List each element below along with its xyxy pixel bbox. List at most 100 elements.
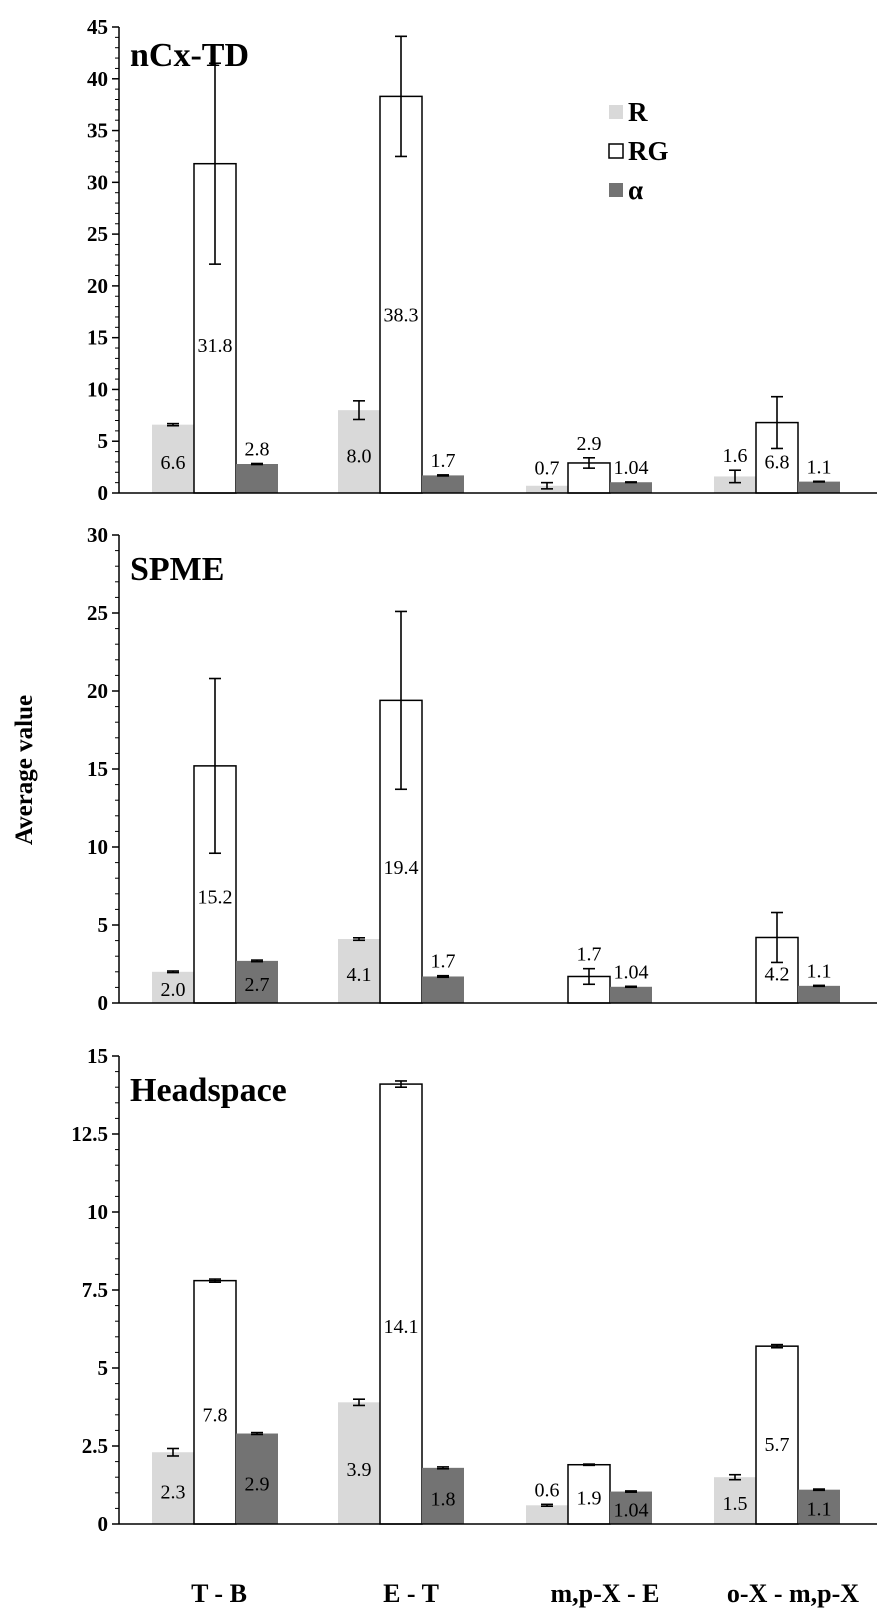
bar-alpha-m-p-x-e bbox=[610, 482, 652, 493]
bar-alpha-e-t bbox=[422, 475, 464, 493]
data-label: 1.8 bbox=[431, 1489, 456, 1511]
legend-label-alpha: α bbox=[628, 175, 643, 205]
data-label: 6.8 bbox=[765, 451, 790, 473]
data-label: 1.04 bbox=[614, 457, 649, 479]
y-tick-label: 0 bbox=[98, 1512, 109, 1536]
error-bar bbox=[167, 422, 179, 427]
data-label: 19.4 bbox=[384, 857, 419, 879]
y-tick-label: 30 bbox=[87, 170, 108, 194]
data-label: 1.1 bbox=[807, 456, 832, 478]
error-bar bbox=[729, 469, 741, 484]
y-tick-label: 10 bbox=[87, 835, 108, 859]
error-bar bbox=[813, 1488, 825, 1492]
error-bar bbox=[437, 1466, 449, 1470]
data-label: 2.3 bbox=[161, 1482, 186, 1504]
panel-title: nCx-TD bbox=[130, 37, 249, 74]
bar-r-t-b bbox=[152, 971, 194, 1003]
bar-alpha-e-t bbox=[422, 1467, 464, 1524]
y-tick-label: 12.5 bbox=[71, 1122, 108, 1146]
data-label: 7.8 bbox=[203, 1404, 228, 1426]
data-label: 1.7 bbox=[431, 450, 456, 472]
data-label: 6.6 bbox=[161, 452, 186, 474]
error-bar bbox=[813, 480, 825, 483]
y-tick-label: 0 bbox=[98, 481, 109, 505]
y-tick-label: 35 bbox=[87, 119, 108, 143]
bar-alpha-e-t bbox=[422, 976, 464, 1003]
y-tick-label: 0 bbox=[98, 991, 109, 1015]
data-label: 1.04 bbox=[614, 1499, 649, 1521]
error-bar bbox=[541, 481, 553, 490]
y-tick-label: 20 bbox=[87, 274, 108, 298]
bar-alpha-o-x-m-p-x bbox=[798, 481, 840, 493]
panel-title: SPME bbox=[130, 551, 224, 588]
data-label: 1.7 bbox=[431, 951, 456, 973]
data-label: 1.6 bbox=[723, 445, 748, 467]
y-tick-label: 5 bbox=[98, 913, 109, 937]
error-bar bbox=[625, 481, 637, 484]
error-bar bbox=[353, 400, 365, 421]
error-bar bbox=[625, 1490, 637, 1493]
bar-rg-e-t bbox=[379, 95, 423, 494]
y-tick-label: 45 bbox=[87, 15, 108, 39]
bar-r-m-p-x-e bbox=[526, 1505, 568, 1524]
error-bar bbox=[437, 474, 449, 477]
error-bar bbox=[813, 984, 825, 988]
data-label: 31.8 bbox=[198, 335, 233, 357]
error-bar bbox=[583, 1463, 595, 1467]
data-label: 15.2 bbox=[198, 886, 233, 908]
y-tick-label: 10 bbox=[87, 1200, 108, 1224]
bar-r-e-t bbox=[338, 1402, 380, 1524]
bar-rg-e-t bbox=[379, 1083, 423, 1525]
bar-alpha-m-p-x-e bbox=[610, 1491, 652, 1524]
y-tick-label: 15 bbox=[87, 326, 108, 350]
legend-swatch-r bbox=[609, 105, 623, 119]
error-bar bbox=[771, 395, 783, 450]
data-label: 38.3 bbox=[384, 305, 419, 327]
bar-alpha-t-b bbox=[236, 960, 278, 1003]
error-bar bbox=[251, 1431, 263, 1436]
error-bar bbox=[583, 456, 595, 469]
data-label: 2.8 bbox=[245, 438, 270, 460]
legend-label-rg: RG bbox=[628, 136, 669, 166]
data-label: 3.9 bbox=[347, 1459, 372, 1481]
y-tick-label: 7.5 bbox=[82, 1278, 108, 1302]
error-bar bbox=[251, 462, 263, 466]
error-bar bbox=[395, 610, 407, 791]
category-label-mpx-e: m,p-X - E bbox=[550, 1579, 659, 1608]
data-label: 1.1 bbox=[807, 960, 832, 982]
data-label: 0.6 bbox=[535, 1479, 560, 1501]
error-bar bbox=[209, 677, 221, 855]
y-tick-label: 30 bbox=[87, 523, 108, 547]
category-labels: T - B E - T m,p-X - E o-X - m,p-X bbox=[191, 1579, 859, 1608]
chart-panels: nCx-TD 0 5 10 15 20 25 30 35 40 45 6.6 8.0 0.7 1.6 31.8… bbox=[71, 15, 877, 1536]
data-label: 8.0 bbox=[347, 446, 372, 468]
y-axis-label: Average value bbox=[11, 695, 38, 845]
error-bar bbox=[583, 967, 595, 986]
category-label-t-b: T - B bbox=[191, 1579, 247, 1608]
error-bar bbox=[167, 1447, 179, 1457]
bar-alpha-t-b bbox=[236, 464, 278, 493]
y-tick-label: 5 bbox=[98, 429, 109, 453]
error-bar bbox=[209, 1278, 221, 1283]
bar-rg-m-p-x-e bbox=[567, 1463, 611, 1525]
error-bar bbox=[437, 974, 449, 979]
error-bar bbox=[209, 62, 221, 265]
error-bar bbox=[167, 970, 179, 974]
bar-r-e-t bbox=[338, 410, 380, 493]
error-bar bbox=[541, 1503, 553, 1508]
data-label: 2.7 bbox=[245, 974, 270, 996]
bar-rg-t-b bbox=[193, 1279, 237, 1525]
chart-legend: R RG α bbox=[608, 97, 669, 205]
bar-alpha-o-x-m-p-x bbox=[798, 1489, 840, 1524]
y-tick-label: 20 bbox=[87, 679, 108, 703]
error-bar bbox=[251, 959, 263, 963]
data-label: 0.7 bbox=[535, 458, 560, 480]
bar-alpha-m-p-x-e bbox=[610, 986, 652, 1003]
y-tick-label: 2.5 bbox=[82, 1434, 108, 1458]
data-label: 1.9 bbox=[577, 1487, 602, 1509]
bar-r-o-x-m-p-x bbox=[714, 476, 756, 493]
data-label: 2.9 bbox=[245, 1473, 270, 1495]
y-tick-label: 40 bbox=[87, 67, 108, 91]
legend-swatch-rg bbox=[608, 143, 624, 159]
